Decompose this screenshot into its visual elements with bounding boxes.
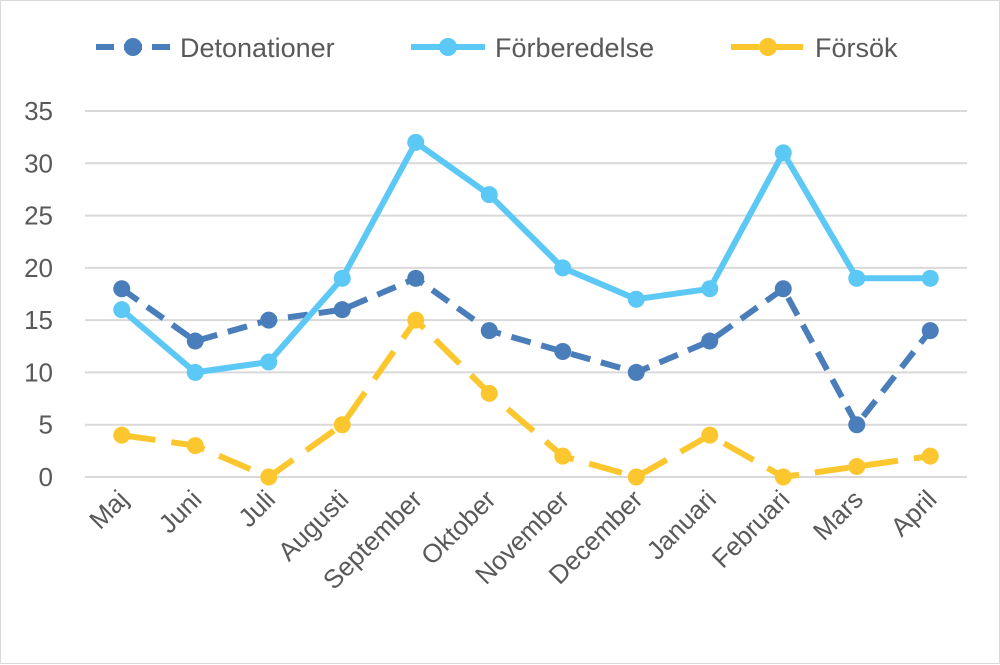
series-1-point-1 <box>186 363 204 381</box>
series-0-point-4 <box>407 269 425 287</box>
x-tick-label: Juli <box>232 484 281 533</box>
series-2-point-7 <box>627 468 645 486</box>
series-0-point-11 <box>921 322 939 340</box>
series-1-point-5 <box>480 186 498 204</box>
series-2-point-8 <box>701 426 719 444</box>
y-tick-label: 35 <box>24 96 53 126</box>
series-0-point-9 <box>774 280 792 298</box>
series-line-1 <box>119 139 931 376</box>
series-line-2 <box>121 317 931 480</box>
y-tick-label: 15 <box>24 305 53 335</box>
y-tick-label: 20 <box>24 253 53 283</box>
series-1-point-10 <box>848 269 866 287</box>
series-2-point-9 <box>774 468 792 486</box>
series-0-point-10 <box>848 416 866 434</box>
legend-marker-1 <box>439 38 457 56</box>
y-tick-label: 5 <box>39 410 53 440</box>
series-0-point-8 <box>701 332 719 350</box>
x-tick-label: Juni <box>153 484 208 539</box>
series-0-point-5 <box>480 322 498 340</box>
series-2-point-4 <box>407 311 425 329</box>
gridlines <box>85 110 967 478</box>
series-line-0 <box>120 275 933 428</box>
legend: Detonationer Förberedelse Försök <box>96 33 898 63</box>
series-0-point-3 <box>333 301 351 319</box>
x-tick-label: April <box>884 484 942 542</box>
legend-label-0: Detonationer <box>180 33 335 63</box>
x-axis-ticks: Maj Juni JuliAugustiSeptemberOktoberNovemb… <box>83 484 942 595</box>
series-2-point-10 <box>848 458 866 476</box>
series-1-point-11 <box>921 269 939 287</box>
series-2-point-11 <box>921 447 939 465</box>
series-2-point-2 <box>260 468 278 486</box>
series-2-point-0 <box>113 426 131 444</box>
x-tick-label: Maj <box>83 484 134 535</box>
legend-marker-2 <box>759 38 777 56</box>
y-tick-label: 30 <box>24 148 53 178</box>
legend-label-1: Förberedelse <box>495 33 654 63</box>
series-2-point-1 <box>186 437 204 455</box>
series-0-point-0 <box>113 280 131 298</box>
series-1-point-4 <box>407 133 425 151</box>
series-0-point-7 <box>627 363 645 381</box>
series-2-point-3 <box>333 416 351 434</box>
x-tick-label: Mars <box>807 484 869 546</box>
series-points <box>113 133 939 486</box>
x-tick-label: Februari <box>706 484 796 574</box>
series-1-point-6 <box>554 259 572 277</box>
series-0-point-2 <box>260 311 278 329</box>
series-2-point-6 <box>554 447 572 465</box>
y-tick-label: 25 <box>24 201 53 231</box>
series-2-point-5 <box>480 384 498 402</box>
y-axis-ticks: 0 5 10 15 20 25 30 35 <box>24 96 53 492</box>
series-1-point-8 <box>701 280 719 298</box>
legend-label-2: Försök <box>815 33 898 63</box>
series-1-point-0 <box>113 301 131 319</box>
series-lines <box>119 139 933 480</box>
series-1-point-2 <box>260 353 278 371</box>
y-tick-label: 10 <box>24 357 53 387</box>
y-tick-label: 0 <box>39 462 53 492</box>
series-0-point-6 <box>554 343 572 361</box>
series-1-point-7 <box>627 290 645 308</box>
legend-marker-0 <box>124 38 142 56</box>
series-1-point-3 <box>333 269 351 287</box>
series-1-point-9 <box>774 144 792 162</box>
series-0-point-1 <box>186 332 204 350</box>
